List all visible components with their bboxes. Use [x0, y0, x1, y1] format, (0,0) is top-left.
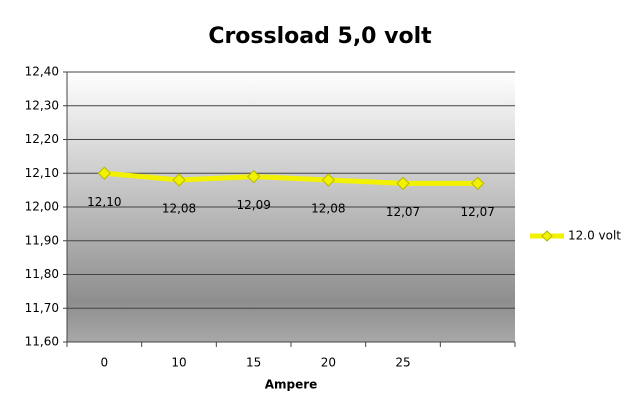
x-tick-label: 15 — [246, 356, 261, 370]
x-axis-label: Ampere — [265, 378, 318, 392]
y-tick-label: 12,10 — [25, 166, 59, 180]
point-marker — [470, 176, 485, 191]
x-tick-label: 25 — [395, 356, 410, 370]
data-label: 12,08 — [311, 202, 345, 216]
data-label: 12,07 — [386, 205, 420, 219]
data-label: 12,10 — [87, 195, 121, 209]
y-tick-label: 11,80 — [25, 267, 59, 281]
point-marker — [396, 176, 410, 191]
point-marker — [97, 166, 112, 180]
y-tick-label: 12,30 — [25, 98, 59, 112]
y-tick-label: 11,60 — [25, 335, 59, 349]
y-tick-label: 12,20 — [25, 132, 59, 146]
data-label: 12,09 — [236, 198, 270, 212]
chart-title: Crossload 5,0 volt — [208, 24, 432, 49]
series-line — [104, 170, 478, 186]
point-marker — [321, 173, 336, 187]
data-label: 12,08 — [162, 202, 196, 216]
point-marker — [246, 169, 261, 184]
legend-label: 12.0 volt — [568, 229, 621, 243]
legend-marker — [541, 230, 553, 242]
x-tick-label: 10 — [171, 356, 186, 370]
data-label: 12,07 — [460, 205, 494, 219]
point-marker — [172, 173, 186, 187]
y-tick-label: 11,70 — [25, 301, 59, 315]
x-tick-label: 20 — [321, 356, 336, 370]
y-tick-label: 12,00 — [25, 200, 59, 214]
x-tick-label: 0 — [101, 356, 109, 370]
y-tick-label: 12,40 — [25, 65, 59, 79]
y-tick-label: 11,90 — [25, 233, 59, 247]
